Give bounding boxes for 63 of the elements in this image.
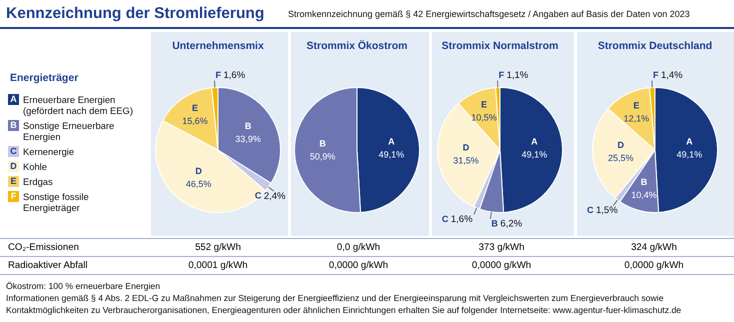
slice-label: B bbox=[491, 218, 498, 228]
chart-title: Unternehmensmix bbox=[171, 40, 265, 52]
slice-label: A bbox=[686, 136, 694, 147]
key-entry: A Erneuerbare Energien (gefördert nach dem EEG) bbox=[8, 94, 134, 116]
slice-label: A bbox=[531, 136, 538, 147]
text: Stromkennzeichnung gemäß § 42 Energiewirtschaftsgesetz / Angaben auf Basis der Daten von 2023 bbox=[288, 9, 690, 19]
text: 0,0000 g/kWh bbox=[328, 259, 390, 273]
text: Radioaktiver Abfall bbox=[8, 259, 88, 273]
text: Informationen gemäß § 4 Abs. 2 EDL-G zu Maßnahmen zur Steigerung der Energieeffizienz und der Energieeinsparung mit Vergleichswerten zum Energieverbrauch sowie Kontaktmöglichkeiten zu Verbraucherorganisationen, Energieagenturen oder ähnlichen Einrichtungen erhalten Sie auf folgender Internetseite: www.agentur-fuer-klimaschutz.de bbox=[6, 293, 682, 315]
slice-label: E bbox=[633, 100, 640, 111]
data-label: 2,4% bbox=[264, 190, 286, 202]
data-label: 1,4% bbox=[660, 70, 684, 82]
data-label: 49,1% bbox=[522, 150, 548, 160]
data-label: 33,9% bbox=[235, 134, 261, 144]
data-label: 25,5% bbox=[608, 153, 634, 164]
text: CO₂-Emissionen bbox=[8, 241, 79, 255]
data-label: 10,4% bbox=[631, 190, 657, 200]
data-label: 46,5% bbox=[186, 178, 212, 189]
data-label: 10,5% bbox=[471, 112, 497, 122]
slice-label: B bbox=[640, 177, 648, 188]
data-label: 15,6% bbox=[182, 116, 208, 126]
chart-title: Strommix Ökostrom bbox=[306, 40, 408, 52]
slice-label: D bbox=[462, 142, 470, 153]
slice-label: C bbox=[587, 205, 594, 216]
text: 373 g/kWh bbox=[478, 241, 526, 255]
key-entry: B Sonstige Erneuerbare Energien bbox=[8, 120, 116, 142]
slice-label: B bbox=[244, 120, 252, 131]
data-label: 49,1% bbox=[676, 150, 702, 160]
slice-label: F bbox=[652, 70, 659, 80]
key-entry: D Kohle bbox=[8, 161, 48, 172]
text: 0,0000 g/kWh bbox=[623, 259, 685, 273]
data-label: 1,1% bbox=[506, 70, 529, 82]
slice-label: D bbox=[617, 140, 624, 150]
slice-label: C bbox=[442, 214, 449, 224]
data-label: 1,6% bbox=[224, 70, 246, 82]
slice-label: B bbox=[319, 138, 326, 148]
text: 0,0 g/kWh bbox=[336, 241, 382, 255]
legend-title: Energieträger bbox=[10, 72, 78, 84]
text: 0,0000 g/kWh bbox=[470, 259, 532, 273]
text: Ökostrom: 100 % erneuerbare Energien bbox=[6, 281, 160, 291]
key-entry: C Kernenergie bbox=[8, 146, 76, 157]
slice-label: A bbox=[388, 136, 396, 147]
text: 324 g/kWh bbox=[630, 241, 678, 255]
slice-label: E bbox=[480, 99, 487, 110]
data-label: 6,2% bbox=[500, 218, 523, 230]
slice-label: F bbox=[498, 70, 505, 80]
data-label: 12,1% bbox=[624, 114, 650, 124]
slice-label: E bbox=[192, 103, 198, 114]
text: 552 g/kWh bbox=[194, 241, 242, 255]
key-entry: F Sonstige fossile Energieträger bbox=[8, 191, 146, 213]
data-label: 31,5% bbox=[453, 156, 479, 166]
chart-title: Strommix Normalstrom bbox=[440, 40, 560, 52]
data-label: 1,6% bbox=[450, 214, 474, 226]
data-label: 49,1% bbox=[378, 150, 404, 160]
slice-label: F bbox=[216, 70, 222, 80]
text: 0,0001 g/kWh bbox=[187, 259, 249, 273]
data-label: 1,5% bbox=[596, 205, 618, 216]
slice-label: C bbox=[254, 190, 262, 201]
chart-title: Strommix Deutschland bbox=[596, 40, 714, 52]
slice-label: D bbox=[195, 166, 202, 176]
data-label: 50,9% bbox=[310, 151, 336, 162]
text: Kennzeichnung der Stromlieferung bbox=[6, 5, 264, 23]
key-entry: E Erdgas bbox=[8, 176, 54, 187]
